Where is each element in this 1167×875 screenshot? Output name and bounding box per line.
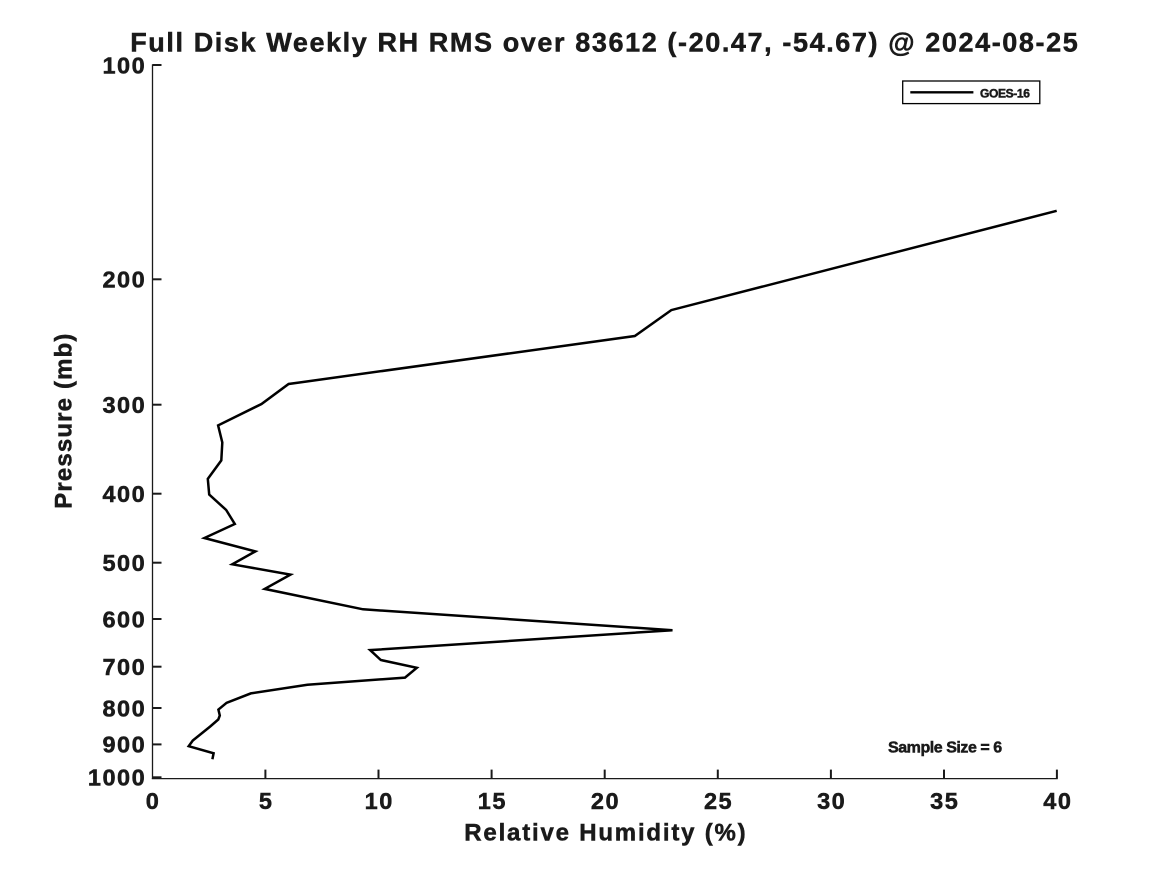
svg-text:15: 15 — [478, 788, 507, 814]
svg-text:400: 400 — [102, 481, 146, 507]
svg-text:35: 35 — [930, 788, 959, 814]
svg-text:Full Disk Weekly RH RMS over 8: Full Disk Weekly RH RMS over 83612 (-20.… — [130, 28, 1079, 58]
svg-text:Relative Humidity (%): Relative Humidity (%) — [464, 819, 747, 846]
svg-text:25: 25 — [704, 788, 733, 814]
svg-text:200: 200 — [102, 267, 146, 293]
svg-text:10: 10 — [365, 788, 394, 814]
svg-text:700: 700 — [102, 654, 146, 680]
svg-text:GOES-16: GOES-16 — [980, 87, 1030, 101]
svg-text:Pressure (mb): Pressure (mb) — [50, 332, 77, 508]
svg-text:600: 600 — [102, 606, 146, 632]
svg-text:0: 0 — [146, 788, 161, 814]
svg-text:500: 500 — [102, 550, 146, 576]
svg-text:100: 100 — [102, 52, 146, 78]
svg-text:300: 300 — [102, 392, 146, 418]
svg-text:5: 5 — [259, 788, 274, 814]
svg-text:30: 30 — [817, 788, 846, 814]
svg-text:20: 20 — [591, 788, 620, 814]
svg-text:Sample Size = 6: Sample Size = 6 — [888, 739, 1002, 756]
svg-text:40: 40 — [1043, 788, 1072, 814]
svg-text:1000: 1000 — [88, 765, 146, 791]
svg-text:800: 800 — [102, 695, 146, 721]
svg-text:900: 900 — [102, 732, 146, 758]
